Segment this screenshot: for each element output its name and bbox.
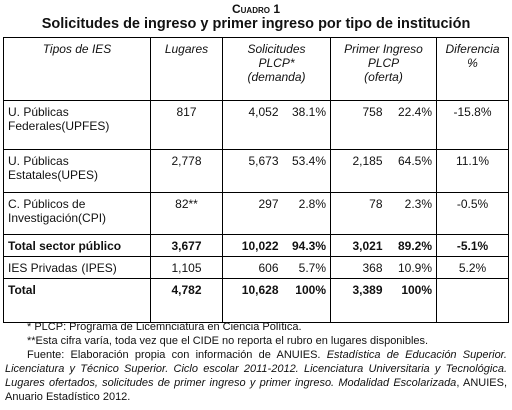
column-header: Diferencia% <box>436 37 509 101</box>
label: U. Públicas Federales <box>8 105 69 133</box>
cell: 10,628 <box>222 278 283 323</box>
header-line: (oferta) <box>364 70 403 84</box>
column-header: Tipos de IES <box>3 37 151 101</box>
table-row: C. Públicos de Investigación(CPI) 82** 297… <box>3 192 509 235</box>
cell: 368 <box>330 256 387 279</box>
header-line: Tipos de IES <box>42 42 112 56</box>
cell: 5.2% <box>436 256 509 279</box>
header-line: Solicitudes <box>247 42 306 56</box>
cell: 297 <box>222 192 283 235</box>
cell: 5.7% <box>282 256 331 279</box>
cell: 2,185 <box>330 149 387 193</box>
cell: 817 <box>150 100 223 150</box>
cell: 64.5% <box>386 149 437 193</box>
abbr: (UPES) <box>57 168 99 182</box>
source: Fuente: Elaboración propia con informaci… <box>5 348 507 404</box>
column-header: Lugares <box>150 37 223 101</box>
cell: 3,389 <box>330 278 387 323</box>
header-line: Lugares <box>164 42 209 56</box>
label: Total sector público <box>8 239 122 253</box>
table-row: U. Públicas Estatales(UPES) 2,778 5,673 53.… <box>3 149 509 193</box>
cell: 606 <box>222 256 283 279</box>
source-title: Estadística de Educación Superior. Licen… <box>5 349 507 389</box>
cell: 1,105 <box>150 256 223 279</box>
cell: 94.3% <box>282 234 331 257</box>
abbr: (UPFES) <box>61 119 110 133</box>
label: IES Privadas <box>8 261 78 275</box>
row-label: C. Públicos de Investigación(CPI) <box>3 192 151 235</box>
column-header: Primer Ingreso PLCP (oferta) <box>329 37 437 101</box>
row-label: IES Privadas (IPES) <box>3 256 151 279</box>
abbr: (IPES) <box>81 261 117 275</box>
row-label: U. Públicas Estatales(UPES) <box>3 149 151 193</box>
cell: -0.5% <box>436 192 509 235</box>
cell: 2,778 <box>150 149 223 193</box>
cell: 4,052 <box>222 100 283 150</box>
label: Total <box>8 283 36 297</box>
cell: 2.8% <box>282 192 331 235</box>
abbr: (CPI) <box>78 211 107 225</box>
cell: 2.3% <box>386 192 437 235</box>
cell: 3,677 <box>150 234 223 257</box>
cell: 5,673 <box>222 149 283 193</box>
row-label: U. Públicas Federales(UPFES) <box>3 100 151 150</box>
cell: 10,022 <box>222 234 283 257</box>
notes: * PLCP: Programa de Licemnciatura en Cie… <box>5 320 507 404</box>
source-text: Fuente: Elaboración propia con informaci… <box>27 349 327 361</box>
cell: 22.4% <box>386 100 437 150</box>
title: Solicitudes de ingreso y primer ingreso … <box>41 16 471 32</box>
cell: 758 <box>330 100 387 150</box>
header-line: % <box>467 56 478 70</box>
header-row: Tipos de IES Lugares Solicitudes PLCP* (dema… <box>3 37 509 101</box>
table-body: U. Públicas Federales(UPFES) 817 4,052 38.1… <box>3 100 509 323</box>
cell <box>436 278 509 323</box>
table-row: U. Públicas Federales(UPFES) 817 4,052 38.1… <box>3 100 509 150</box>
cell: 38.1% <box>282 100 331 150</box>
row-label: Total <box>3 278 151 323</box>
cell: -15.8% <box>436 100 509 150</box>
row-label: Total sector público <box>3 234 151 257</box>
cell: -5.1% <box>436 234 509 257</box>
header-line: Primer Ingreso <box>344 42 423 56</box>
cell: 100% <box>386 278 437 323</box>
cell: 78 <box>330 192 387 235</box>
cell: 82** <box>150 192 223 235</box>
header-line: PLCP <box>367 56 400 70</box>
table: Tipos de IES Lugares Solicitudes PLCP* (dema… <box>3 37 510 323</box>
label: C. Públicos de Investigación <box>8 197 86 225</box>
table-row: Total 4,782 10,628 100% 3,389 100% <box>3 278 509 323</box>
cell: 10.9% <box>386 256 437 279</box>
cell: 100% <box>282 278 331 323</box>
cell: 89.2% <box>386 234 437 257</box>
label: U. Públicas Estatales <box>8 154 69 182</box>
header-line: (demanda) <box>247 70 306 84</box>
cell: 4,782 <box>150 278 223 323</box>
source-text: , ANUIES, Anuario Estadístico 2012. <box>5 377 507 403</box>
cell: 3,021 <box>330 234 387 257</box>
cell: 53.4% <box>282 149 331 193</box>
note: * PLCP: Programa de Licemnciatura en Cie… <box>27 321 302 333</box>
header-line: PLCP* <box>258 56 295 70</box>
header-line: Diferencia <box>445 42 500 56</box>
kicker: Cuadro 1 <box>231 2 280 16</box>
table-row: Total sector público 3,677 10,022 94.3% 3,02… <box>3 234 509 257</box>
column-header: Solicitudes PLCP* (demanda) <box>222 37 331 101</box>
table-row: IES Privadas (IPES) 1,105 606 5.7% 368 10.9% 5.… <box>3 256 509 279</box>
note: **Esta cifra varía, toda vez que el CIDE… <box>27 335 429 347</box>
cell: 11.1% <box>436 149 509 193</box>
